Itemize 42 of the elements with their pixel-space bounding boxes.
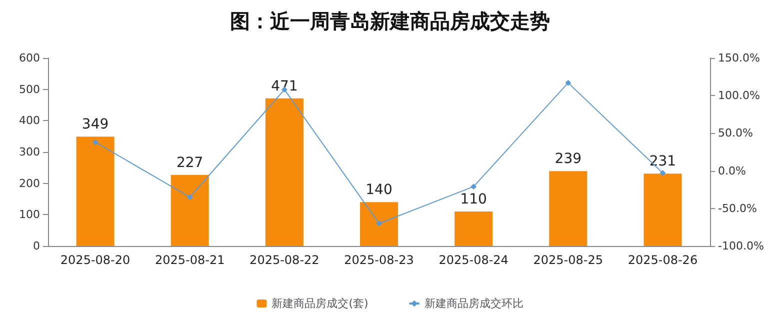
point <box>660 170 666 176</box>
bar <box>644 174 682 246</box>
y-tick-label: 500 <box>19 82 40 96</box>
x-tick-label: 2025-08-25 <box>533 253 604 267</box>
y-tick-label: 100 <box>19 208 40 222</box>
bar <box>549 171 588 246</box>
y2-tick-label: -50.0% <box>718 202 757 215</box>
legend-label: 新建商品房成交环比 <box>424 297 524 310</box>
legend-label: 新建商品房成交(套) <box>272 297 368 310</box>
x-tick-label: 2025-08-20 <box>60 253 130 267</box>
x-tick-label: 2025-08-24 <box>438 253 508 267</box>
data-label: 349 <box>82 116 109 133</box>
point <box>186 194 193 200</box>
bar <box>265 98 304 246</box>
x-tick-label: 2025-08-22 <box>250 253 320 267</box>
bar <box>170 174 209 246</box>
y-tick-label: 300 <box>19 146 40 158</box>
data-label: 227 <box>176 154 204 171</box>
y2-tick-label: 100.0% <box>718 89 760 102</box>
data-label: 239 <box>554 151 582 168</box>
y-tick-label: 0 <box>33 240 40 252</box>
x-tick-label: 2025-08-26 <box>628 253 698 267</box>
point <box>565 80 572 86</box>
y-tick-label: 400 <box>19 114 40 128</box>
point <box>376 220 382 226</box>
y-tick-label: 600 <box>19 52 40 64</box>
x-tick-label: 2025-08-23 <box>344 253 414 267</box>
data-label: 110 <box>460 192 487 208</box>
bar <box>454 212 493 246</box>
data-label: 140 <box>366 182 392 198</box>
y2-tick-label: 150.0% <box>718 52 760 64</box>
y-tick-label: 200 <box>19 176 40 190</box>
y2-tick-label: 0.0% <box>718 164 746 178</box>
y2-tick-label: -100.0% <box>718 240 764 252</box>
point <box>470 184 477 190</box>
x-tick-label: 2025-08-21 <box>154 253 225 267</box>
point <box>92 139 98 146</box>
chart-title: 图：近一周青岛新建商品房成交走势 <box>230 9 550 33</box>
y2-tick-label: 50.0% <box>718 126 753 140</box>
bar <box>360 202 398 246</box>
data-label: 231 <box>649 154 676 170</box>
bar <box>76 136 114 246</box>
